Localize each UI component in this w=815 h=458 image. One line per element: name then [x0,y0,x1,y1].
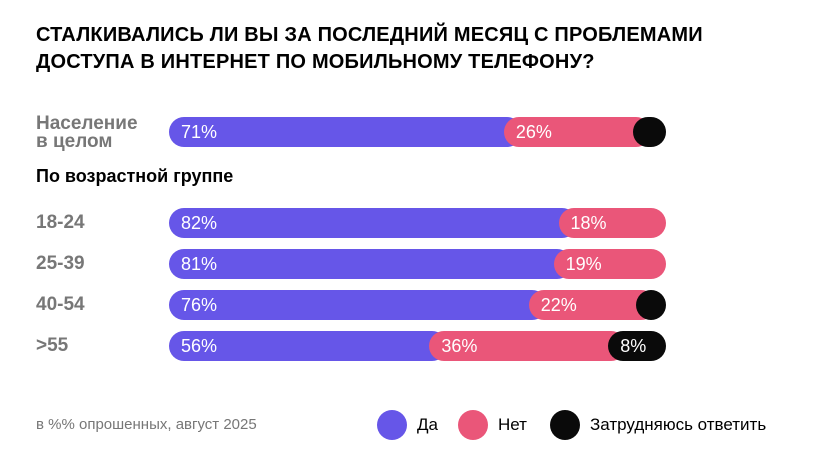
bar-segment-1 [558,208,666,238]
category-label: 25-39 [36,253,85,274]
category-label: Население в целом [36,113,138,152]
bar-segment-0 [169,117,522,147]
data-label: 82% [181,213,218,233]
bar-segment-0 [169,249,572,279]
bar-row: 76% 22% [169,290,666,320]
title-line: СТАЛКИВАЛИСЬ ЛИ ВЫ ЗА ПОСЛЕДНИЙ МЕСЯЦ С … [36,24,703,46]
data-label: 19% [565,254,602,274]
section-label: По возрастной группе [36,166,234,186]
bar-segment-2 [633,117,666,147]
category-label: 40-54 [36,294,85,315]
data-label: 71% [181,122,218,142]
legend-item: Нет [458,410,527,440]
bar-segment-1 [553,249,666,279]
legend-swatch [458,410,488,440]
data-label: 18% [570,213,607,233]
data-label: 26% [515,122,552,142]
category-label: >55 [36,335,69,356]
data-label: 36% [441,336,478,356]
data-label: 22% [540,295,577,315]
bar-segment-0 [169,208,577,238]
bar-row: 81% 19% [169,249,666,279]
legend-swatch [550,410,580,440]
category-label: 18-24 [36,212,85,233]
bar-segment-1 [429,331,627,361]
bar-row: 71% 26% [169,117,666,147]
bar-segment-2 [608,331,666,361]
legend-item: Да [377,410,438,440]
legend-label: Да [417,415,438,434]
legend-swatch [377,410,407,440]
data-label: 76% [181,295,218,315]
bar-segment-1 [528,290,657,320]
legend-label: Затрудняюсь ответить [590,415,767,434]
bar-segment-1 [503,117,652,147]
footnote: в %% опрошенных, август 2025 [36,416,257,433]
data-label: 8% [620,336,647,356]
legend-label: Нет [498,415,527,434]
legend-item: Затрудняюсь ответить [550,410,766,440]
bar-row: 82% 18% [169,208,666,238]
title-line: ДОСТУПА В ИНТЕРНЕТ ПО МОБИЛЬНОМУ ТЕЛЕФОН… [36,51,595,73]
bar-segment-0 [169,290,547,320]
bar-segment-0 [169,331,448,361]
data-label: 81% [181,254,218,274]
bar-segment-2 [636,290,666,320]
data-label: 56% [181,336,218,356]
bar-row: 56% 36% 8% [169,331,666,361]
chart-title: СТАЛКИВАЛИСЬ ЛИ ВЫ ЗА ПОСЛЕДНИЙ МЕСЯЦ С … [36,22,703,76]
